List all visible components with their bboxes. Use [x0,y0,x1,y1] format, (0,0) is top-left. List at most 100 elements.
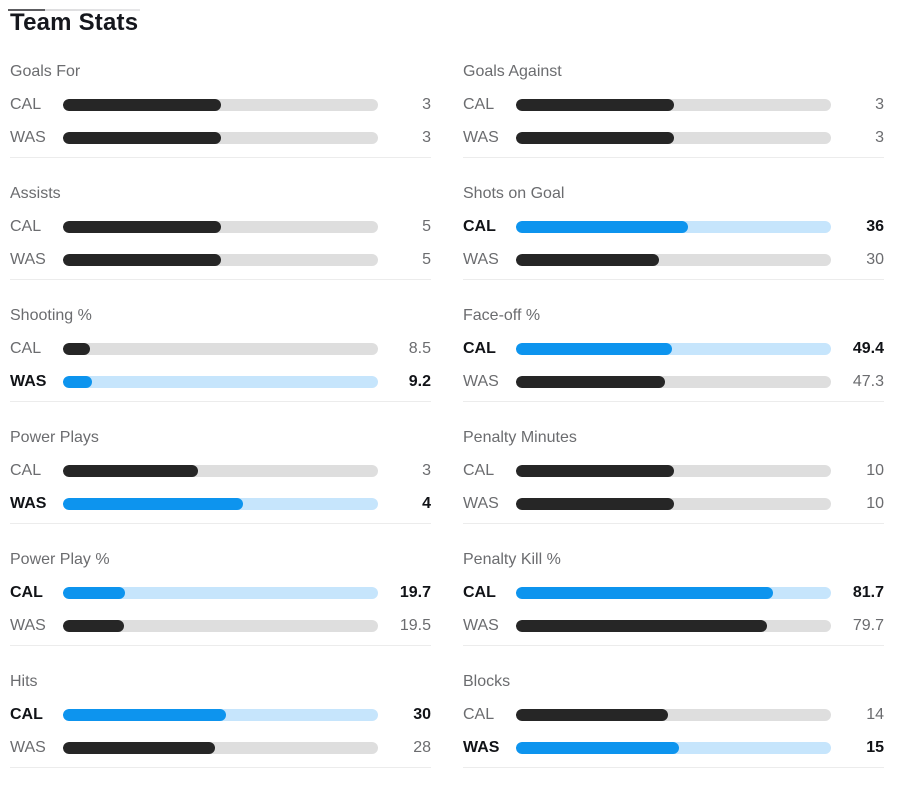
stat-bar-fill [63,253,221,266]
stat-bar-track [63,708,378,721]
stat-bar-track [516,131,831,144]
stat-bar-fill [516,342,672,355]
stat-bar-fill [516,619,768,632]
stat-bar-track [63,619,378,632]
stat-bar-track [516,708,831,721]
stat-section-penalty-minutes: Penalty Minutes CAL 10 WAS 10 [463,428,884,524]
stat-row-cal: CAL 14 [463,705,884,723]
stat-bar-fill [516,741,679,754]
stat-value: 5 [422,250,431,268]
team-abbr: CAL [463,461,495,479]
stat-row-was: WAS 3 [10,128,431,146]
stat-bar-fill [63,220,221,233]
stat-bar-track [63,375,378,388]
stat-title: Penalty Kill % [463,550,561,568]
stat-row-cal: CAL 10 [463,461,884,479]
team-abbr: CAL [463,95,495,113]
stat-bar-track [516,98,831,111]
stat-bar-track [516,375,831,388]
stat-section-blocks: Blocks CAL 14 WAS 15 [463,672,884,768]
stat-value: 30 [413,705,431,723]
stat-section-power-play-pct: Power Play % CAL 19.7 WAS 19.5 [10,550,431,646]
stat-bar-fill [516,375,665,388]
stat-value: 10 [866,494,884,512]
stat-value: 3 [422,461,431,479]
stat-bar-fill [63,342,90,355]
team-abbr: WAS [463,128,499,146]
stat-bar-fill [63,375,92,388]
stat-bar-fill [63,464,199,477]
stat-title: Hits [10,672,38,690]
stat-section-shots-on-goal: Shots on Goal CAL 36 WAS 30 [463,184,884,280]
stat-bar-track [516,586,831,599]
team-abbr: WAS [10,738,46,756]
stat-value: 30 [866,250,884,268]
stat-bar-fill [63,98,221,111]
team-abbr: CAL [10,583,43,601]
stat-row-cal: CAL 81.7 [463,583,884,601]
stat-bar-fill [63,497,243,510]
stats-column-left: Goals For CAL 3 WAS 3 Assists [10,62,431,794]
stat-bar-track [516,464,831,477]
stat-bar-fill [516,220,688,233]
stat-row-cal: CAL 3 [10,95,431,113]
stat-value: 4 [422,494,431,512]
stat-bar-fill [63,708,226,721]
stat-bar-track [516,619,831,632]
stat-row-cal: CAL 49.4 [463,339,884,357]
stat-bar-track [63,464,378,477]
stat-row-was: WAS 15 [463,739,884,756]
stat-bar-fill [516,586,774,599]
stat-section-assists: Assists CAL 5 WAS 5 [10,184,431,280]
stat-row-was: WAS 3 [463,128,884,146]
team-abbr: CAL [10,705,43,723]
stat-value: 3 [875,95,884,113]
stat-title: Penalty Minutes [463,428,577,446]
stat-bar-track [63,497,378,510]
stat-row-cal: CAL 36 [463,217,884,235]
stat-bar-track [63,253,378,266]
stat-value: 36 [866,217,884,235]
stat-bar-track [63,131,378,144]
stat-section-faceoff-pct: Face-off % CAL 49.4 WAS 47.3 [463,306,884,402]
stat-section-goals-for: Goals For CAL 3 WAS 3 [10,62,431,158]
stat-value: 14 [866,705,884,723]
stat-title: Face-off % [463,306,541,324]
stat-title: Assists [10,184,61,202]
stat-value: 5 [422,217,431,235]
stat-row-cal: CAL 8.5 [10,340,431,357]
stat-value: 81.7 [852,583,884,601]
team-abbr: CAL [463,339,496,357]
stat-value: 9.2 [408,372,431,390]
stat-value: 3 [422,128,431,146]
stat-row-was: WAS 5 [10,250,431,268]
team-abbr: CAL [10,461,42,479]
team-abbr: WAS [10,250,46,268]
team-abbr: WAS [10,372,47,390]
stats-grid: Goals For CAL 3 WAS 3 Assists [10,62,884,794]
stat-bar-fill [516,497,674,510]
stat-row-was: WAS 10 [463,494,884,512]
team-abbr: WAS [463,616,499,634]
team-abbr: CAL [463,217,496,235]
team-abbr: WAS [10,494,47,512]
team-abbr: WAS [463,372,499,390]
stat-bar-fill [63,741,216,754]
stat-bar-fill [516,708,669,721]
stat-title: Goals For [10,62,81,80]
stat-bar-track [516,497,831,510]
stat-row-was: WAS 30 [463,250,884,268]
stat-value: 3 [422,95,431,113]
stat-title: Blocks [463,672,511,690]
stat-section-shooting-pct: Shooting % CAL 8.5 WAS 9.2 [10,306,431,402]
stat-bar-fill [63,586,126,599]
top-crop-artifact [8,9,140,11]
stat-row-cal: CAL 5 [10,217,431,235]
stat-value: 3 [875,128,884,146]
team-abbr: WAS [10,128,46,146]
team-abbr: CAL [10,95,42,113]
stat-row-was: WAS 47.3 [463,372,884,390]
stat-row-was: WAS 19.5 [10,617,431,634]
stat-title: Power Plays [10,428,99,446]
stat-title: Shooting % [10,306,92,324]
